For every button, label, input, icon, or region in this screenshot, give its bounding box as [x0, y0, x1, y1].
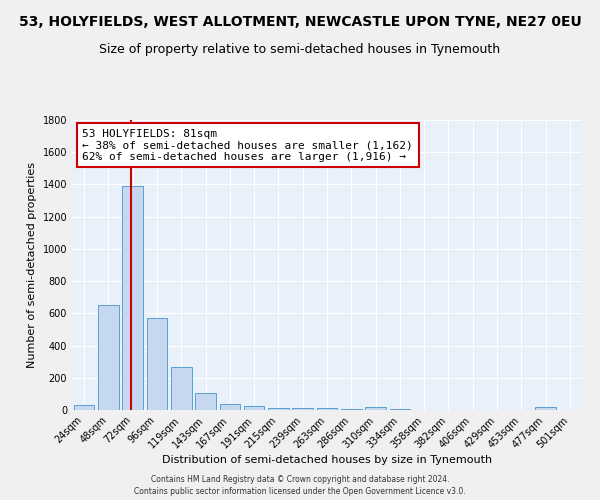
- Bar: [220, 404, 240, 410]
- Bar: [389, 409, 410, 410]
- Text: 53 HOLYFIELDS: 81sqm
← 38% of semi-detached houses are smaller (1,162)
62% of se: 53 HOLYFIELDS: 81sqm ← 38% of semi-detac…: [82, 128, 413, 162]
- Bar: [341, 409, 362, 410]
- X-axis label: Distribution of semi-detached houses by size in Tynemouth: Distribution of semi-detached houses by …: [162, 456, 492, 466]
- Bar: [146, 318, 167, 410]
- Bar: [317, 408, 337, 410]
- Bar: [74, 405, 94, 410]
- Bar: [195, 393, 216, 410]
- Text: Contains public sector information licensed under the Open Government Licence v3: Contains public sector information licen…: [134, 487, 466, 496]
- Text: Contains HM Land Registry data © Crown copyright and database right 2024.: Contains HM Land Registry data © Crown c…: [151, 475, 449, 484]
- Bar: [292, 408, 313, 410]
- Bar: [268, 408, 289, 410]
- Y-axis label: Number of semi-detached properties: Number of semi-detached properties: [27, 162, 37, 368]
- Bar: [171, 366, 191, 410]
- Bar: [122, 186, 143, 410]
- Bar: [365, 407, 386, 410]
- Text: Size of property relative to semi-detached houses in Tynemouth: Size of property relative to semi-detach…: [100, 42, 500, 56]
- Bar: [98, 306, 119, 410]
- Text: 53, HOLYFIELDS, WEST ALLOTMENT, NEWCASTLE UPON TYNE, NE27 0EU: 53, HOLYFIELDS, WEST ALLOTMENT, NEWCASTL…: [19, 15, 581, 29]
- Bar: [244, 406, 265, 410]
- Bar: [535, 407, 556, 410]
